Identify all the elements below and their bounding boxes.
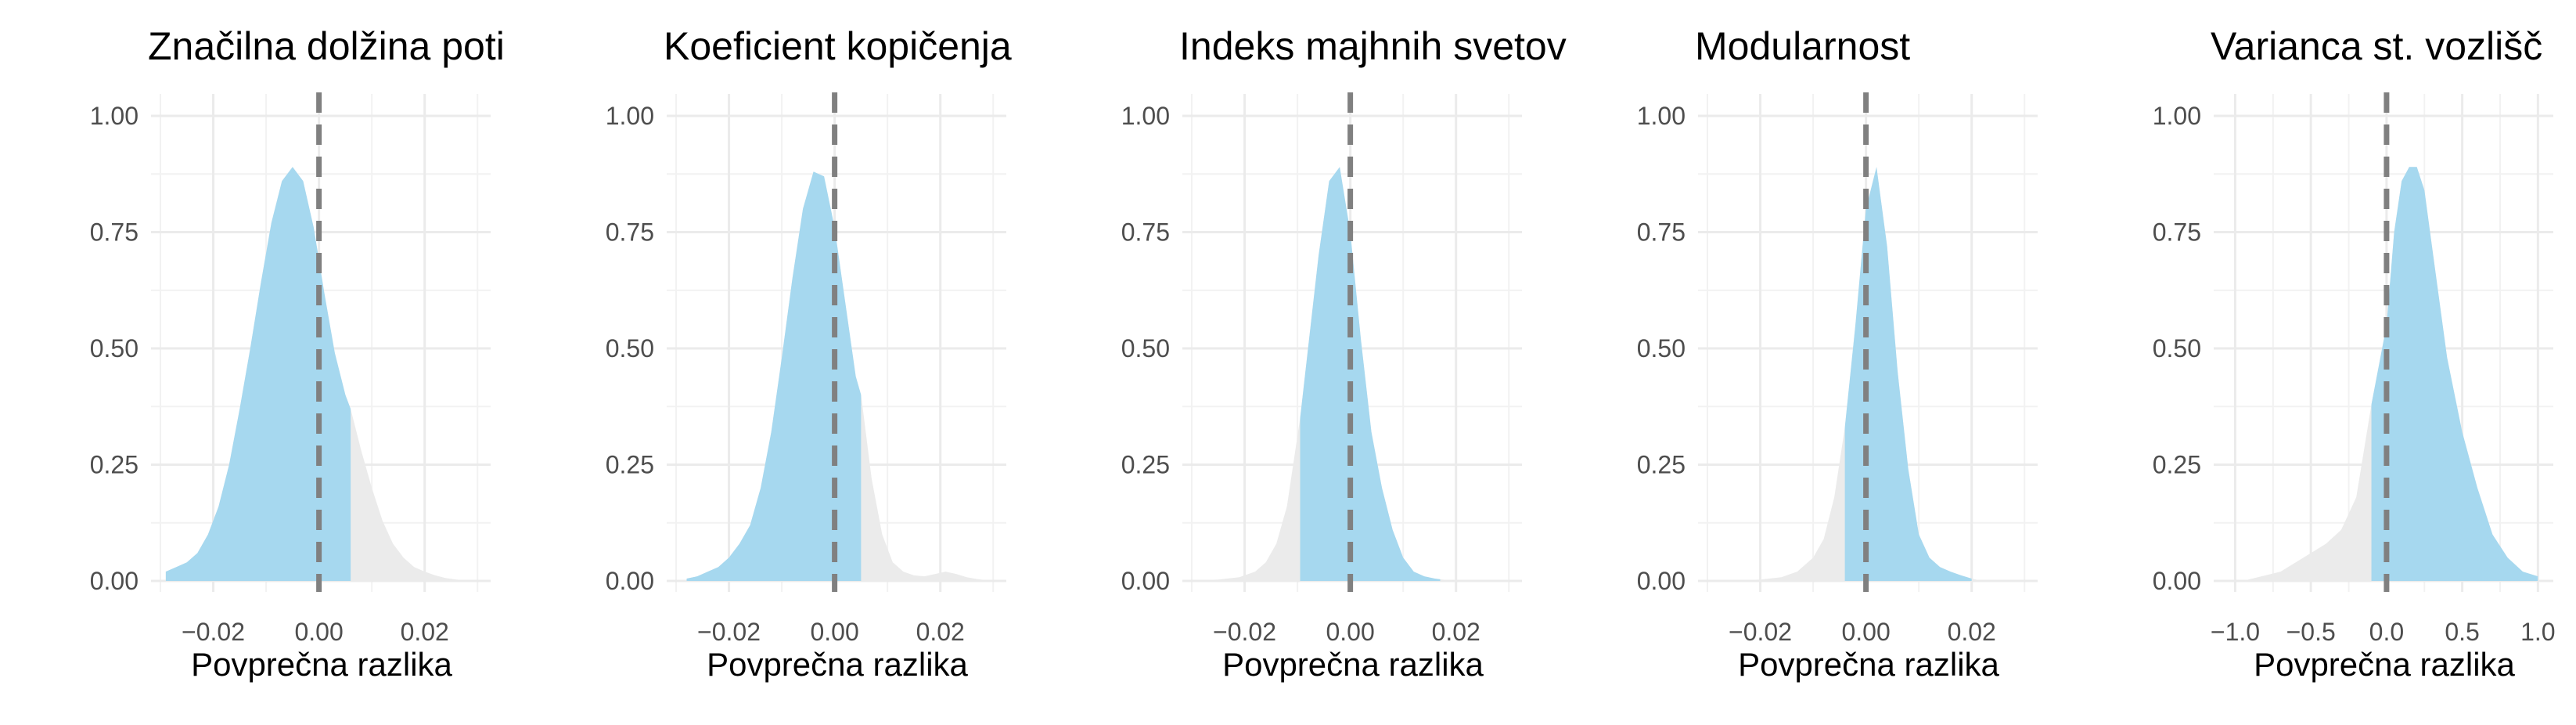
x-tick-label: −0.5 bbox=[2286, 618, 2336, 646]
x-tick-label: 0.00 bbox=[1326, 618, 1374, 646]
plot-area: 0.00 0.25 0.50 0.75 1.00 −0.02 0.00 0.02 bbox=[1121, 92, 1522, 646]
x-tick-label: 0.5 bbox=[2445, 618, 2479, 646]
y-tick-label: 0.25 bbox=[1637, 451, 1686, 479]
y-tick-label: 0.25 bbox=[90, 451, 139, 479]
x-axis-label: Povprečna razlika bbox=[2254, 646, 2515, 683]
x-tick-label: 0.02 bbox=[1432, 618, 1480, 646]
y-tick-label: 0.75 bbox=[2153, 218, 2201, 247]
chart-panel-4: Modularnost 0.00 0.25 0.50 0.75 1.00 −0.02 0.00… bbox=[1547, 0, 2063, 725]
chart-panel-5: Varianca st. vozlišč 0.00 0.25 0.50 0.75 1.00… bbox=[2063, 0, 2576, 725]
y-tick-label: 0.25 bbox=[2153, 451, 2201, 479]
y-tick-label: 1.00 bbox=[1637, 102, 1686, 130]
x-tick-label: 0.00 bbox=[810, 618, 858, 646]
x-tick-label: 1.0 bbox=[2520, 618, 2555, 646]
chart-panel-2: Koeficient kopičenja 0.00 0.25 0.50 0.75 1.00… bbox=[516, 0, 1032, 725]
x-tick-label: −1.0 bbox=[2211, 618, 2260, 646]
x-tick-label: 0.0 bbox=[2369, 618, 2404, 646]
density-highlight-area bbox=[1300, 167, 1441, 581]
y-tick-label: 0.50 bbox=[606, 334, 654, 362]
chart-panel-1: Značilna dolžina poti 0.00 0.25 0.50 0.75 1.0… bbox=[0, 0, 516, 725]
y-tick-label: 0.00 bbox=[1121, 567, 1170, 595]
x-axis-label: Povprečna razlika bbox=[1738, 646, 1999, 683]
y-tick-label: 0.75 bbox=[606, 218, 654, 247]
chart-title: Koeficient kopičenja bbox=[664, 24, 1012, 68]
y-tick-label: 0.75 bbox=[90, 218, 139, 247]
x-tick-label: −0.02 bbox=[182, 618, 245, 646]
chart-panel-3: Indeks majhnih svetov 0.00 0.25 0.50 0.75 1.0… bbox=[1031, 0, 1567, 725]
y-tick-label: 1.00 bbox=[90, 102, 139, 130]
y-tick-label: 0.50 bbox=[90, 334, 139, 362]
plot-area: 0.00 0.25 0.50 0.75 1.00 −0.02 0.00 0.02 bbox=[90, 92, 491, 646]
plot-area: 0.00 0.25 0.50 0.75 1.00 −0.02 0.00 0.02 bbox=[606, 92, 1006, 646]
x-axis-label: Povprečna razlika bbox=[707, 646, 968, 683]
x-tick-label: 0.02 bbox=[401, 618, 449, 646]
x-tick-label: −0.02 bbox=[1213, 618, 1276, 646]
y-tick-label: 0.50 bbox=[1637, 334, 1686, 362]
plot-area: 0.00 0.25 0.50 0.75 1.00 −1.0 −0.5 0.0 0.5 1.0 bbox=[2153, 92, 2556, 646]
y-tick-label: 0.25 bbox=[1121, 451, 1170, 479]
x-tick-label: 0.02 bbox=[1948, 618, 1996, 646]
y-tick-label: 0.50 bbox=[2153, 334, 2201, 362]
y-tick-label: 0.25 bbox=[606, 451, 654, 479]
y-tick-label: 0.50 bbox=[1121, 334, 1170, 362]
density-highlight-area bbox=[1844, 167, 1972, 581]
y-tick-label: 0.75 bbox=[1637, 218, 1686, 247]
density-highlight-area bbox=[2371, 167, 2538, 581]
y-tick-label: 1.00 bbox=[606, 102, 654, 130]
x-axis-label: Povprečna razlika bbox=[1222, 646, 1484, 683]
x-tick-label: −0.02 bbox=[697, 618, 761, 646]
chart-title: Modularnost bbox=[1695, 24, 1911, 68]
y-tick-label: 0.75 bbox=[1121, 218, 1170, 247]
y-tick-label: 0.00 bbox=[2153, 567, 2201, 595]
y-tick-label: 0.00 bbox=[1637, 567, 1686, 595]
x-tick-label: 0.00 bbox=[1841, 618, 1890, 646]
x-tick-label: 0.00 bbox=[294, 618, 343, 646]
plot-area: 0.00 0.25 0.50 0.75 1.00 −0.02 0.00 0.02 bbox=[1637, 92, 2038, 646]
y-tick-label: 0.00 bbox=[606, 567, 654, 595]
chart-title: Značilna dolžina poti bbox=[148, 24, 505, 68]
chart-title: Varianca st. vozlišč bbox=[2211, 24, 2543, 68]
density-highlight-area bbox=[686, 171, 862, 581]
density-highlight-area bbox=[165, 167, 351, 581]
chart-title: Indeks majhnih svetov bbox=[1179, 24, 1567, 68]
y-tick-label: 1.00 bbox=[1121, 102, 1170, 130]
y-tick-label: 0.00 bbox=[90, 567, 139, 595]
x-axis-label: Povprečna razlika bbox=[191, 646, 452, 683]
x-tick-label: −0.02 bbox=[1729, 618, 1792, 646]
x-tick-label: 0.02 bbox=[916, 618, 965, 646]
y-tick-label: 1.00 bbox=[2153, 102, 2201, 130]
